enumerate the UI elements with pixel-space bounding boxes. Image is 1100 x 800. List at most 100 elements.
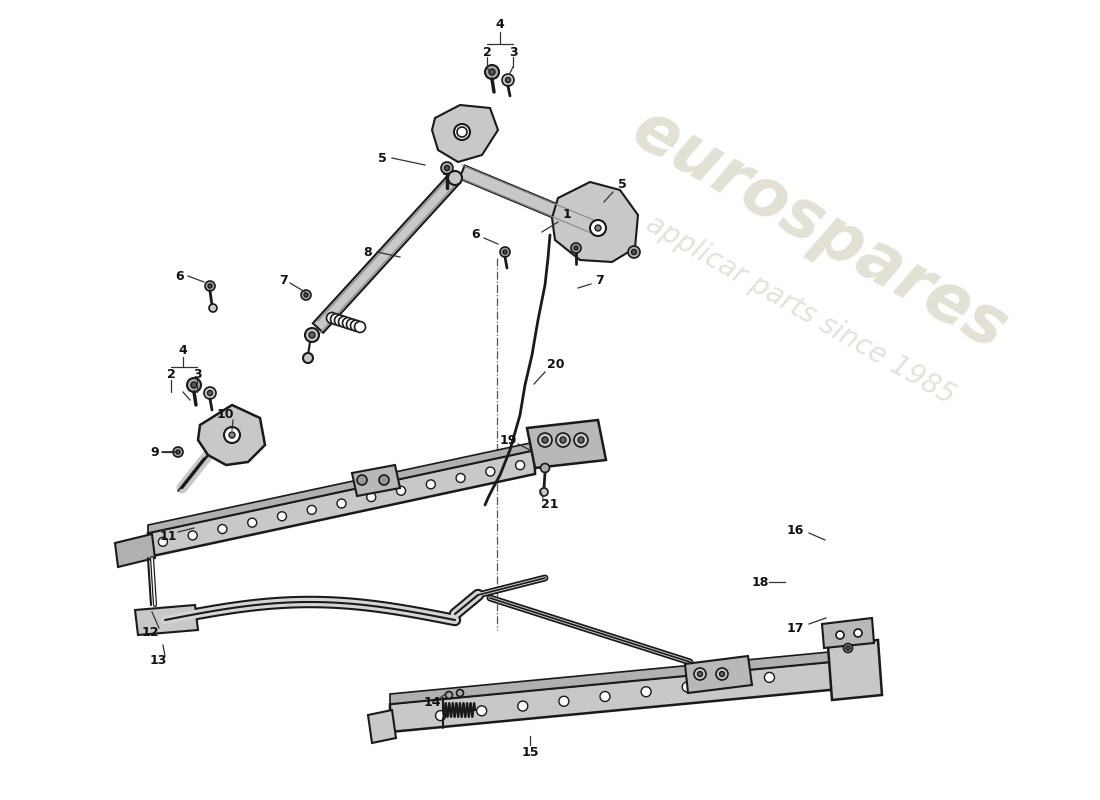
Polygon shape xyxy=(527,420,606,468)
Circle shape xyxy=(366,493,376,502)
Circle shape xyxy=(446,691,452,698)
Polygon shape xyxy=(460,166,598,234)
Text: 5: 5 xyxy=(617,178,626,191)
Circle shape xyxy=(248,518,256,527)
Circle shape xyxy=(427,480,436,489)
Circle shape xyxy=(448,171,462,185)
Circle shape xyxy=(560,437,566,443)
Circle shape xyxy=(301,290,311,300)
Circle shape xyxy=(277,512,286,521)
Polygon shape xyxy=(148,450,535,557)
Text: 9: 9 xyxy=(151,446,160,458)
Circle shape xyxy=(716,668,728,680)
Circle shape xyxy=(309,332,315,338)
Circle shape xyxy=(346,319,358,330)
Circle shape xyxy=(351,320,362,331)
Circle shape xyxy=(330,314,341,325)
Circle shape xyxy=(600,691,610,702)
Circle shape xyxy=(339,316,350,327)
Circle shape xyxy=(556,433,570,447)
Circle shape xyxy=(846,646,850,650)
Text: 6: 6 xyxy=(176,270,185,282)
Text: eurospares: eurospares xyxy=(621,96,1019,364)
Circle shape xyxy=(571,243,581,253)
Circle shape xyxy=(454,124,470,140)
Circle shape xyxy=(224,427,240,443)
Polygon shape xyxy=(352,465,400,496)
Circle shape xyxy=(342,318,353,329)
Circle shape xyxy=(204,387,216,399)
Text: 12: 12 xyxy=(141,626,158,638)
Text: 10: 10 xyxy=(217,409,233,422)
Circle shape xyxy=(682,682,692,692)
Circle shape xyxy=(209,304,217,312)
Circle shape xyxy=(724,677,734,687)
Polygon shape xyxy=(822,618,875,648)
Circle shape xyxy=(540,488,548,496)
Polygon shape xyxy=(135,605,198,635)
Circle shape xyxy=(173,447,183,457)
Circle shape xyxy=(304,293,308,297)
Circle shape xyxy=(229,432,235,438)
Circle shape xyxy=(334,315,345,326)
Circle shape xyxy=(628,246,640,258)
Circle shape xyxy=(559,696,569,706)
Circle shape xyxy=(379,475,389,485)
Polygon shape xyxy=(148,442,535,533)
Circle shape xyxy=(191,382,197,388)
Circle shape xyxy=(305,328,319,342)
Circle shape xyxy=(307,506,316,514)
Polygon shape xyxy=(312,174,460,333)
Polygon shape xyxy=(390,661,840,732)
Circle shape xyxy=(337,499,346,508)
Text: 19: 19 xyxy=(499,434,517,446)
Text: 7: 7 xyxy=(595,274,604,286)
Text: 5: 5 xyxy=(377,151,386,165)
Circle shape xyxy=(503,250,507,254)
Polygon shape xyxy=(685,656,752,693)
Text: 11: 11 xyxy=(160,530,177,542)
Circle shape xyxy=(354,322,365,333)
Circle shape xyxy=(506,78,510,82)
Circle shape xyxy=(518,701,528,711)
Polygon shape xyxy=(390,651,840,704)
Circle shape xyxy=(854,629,862,637)
Text: 20: 20 xyxy=(548,358,564,371)
Circle shape xyxy=(444,166,450,170)
Circle shape xyxy=(358,475,367,485)
Circle shape xyxy=(476,706,486,716)
Circle shape xyxy=(436,710,446,721)
Circle shape xyxy=(578,437,584,443)
Text: 2: 2 xyxy=(166,369,175,382)
Polygon shape xyxy=(198,405,265,465)
Circle shape xyxy=(540,463,550,473)
Circle shape xyxy=(500,247,510,257)
Circle shape xyxy=(459,129,465,135)
Circle shape xyxy=(456,690,463,697)
Polygon shape xyxy=(552,182,638,262)
Circle shape xyxy=(327,313,338,323)
Circle shape xyxy=(485,65,499,79)
Circle shape xyxy=(836,631,844,639)
Circle shape xyxy=(641,686,651,697)
Circle shape xyxy=(574,246,578,250)
Text: 7: 7 xyxy=(278,274,287,286)
Text: 15: 15 xyxy=(521,746,539,758)
Text: 17: 17 xyxy=(786,622,804,634)
Text: 2: 2 xyxy=(483,46,492,58)
Circle shape xyxy=(502,74,514,86)
Circle shape xyxy=(396,486,406,495)
Circle shape xyxy=(844,643,852,653)
Text: 8: 8 xyxy=(364,246,372,258)
Text: 3: 3 xyxy=(508,46,517,58)
Circle shape xyxy=(764,672,774,682)
Circle shape xyxy=(697,671,703,677)
Circle shape xyxy=(516,461,525,470)
Circle shape xyxy=(719,671,725,677)
Circle shape xyxy=(208,390,212,395)
Circle shape xyxy=(486,467,495,476)
Text: 3: 3 xyxy=(192,369,201,382)
Circle shape xyxy=(542,437,548,443)
Text: applicar parts since 1985: applicar parts since 1985 xyxy=(640,210,959,410)
Text: 1: 1 xyxy=(562,209,571,222)
